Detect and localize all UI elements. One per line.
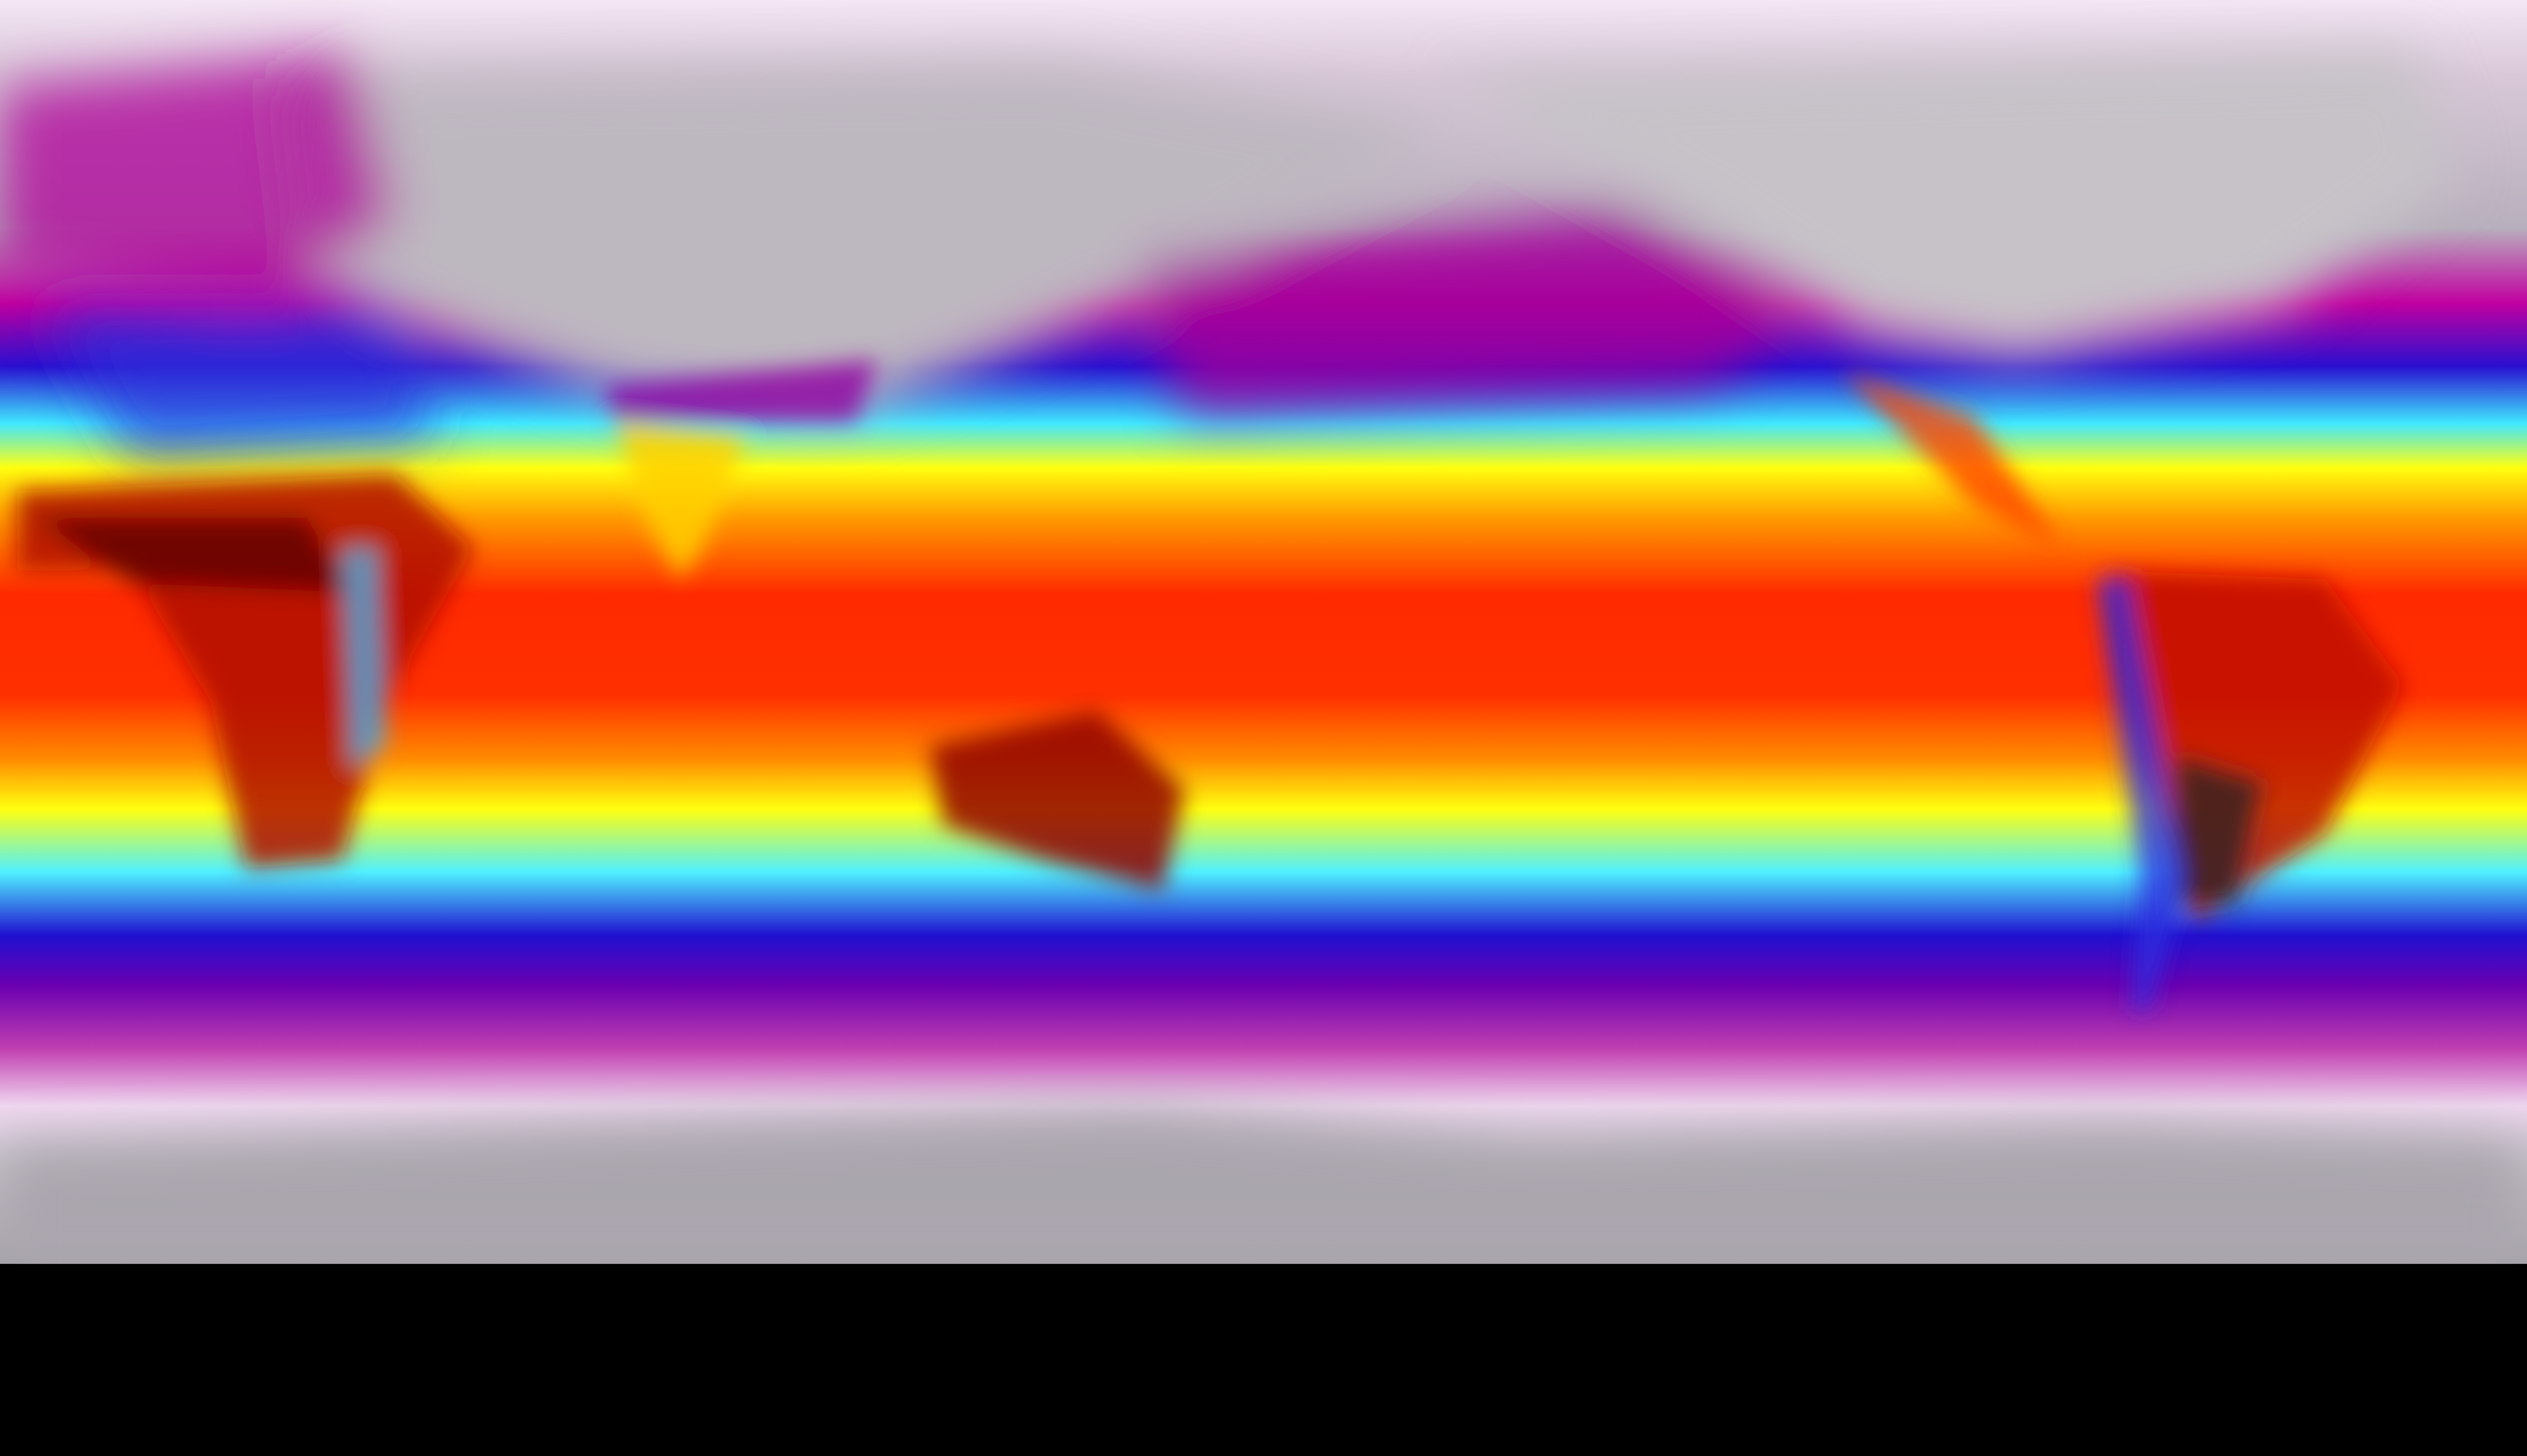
- north-america-cold-region: [1447, 53, 2457, 360]
- south-america-dark: [2176, 755, 2264, 904]
- northern-landmasses: [0, 53, 2457, 461]
- north-atlantic-magenta: [0, 53, 395, 307]
- antarctic-ice: [0, 1105, 2527, 1264]
- global-temperature-map: [0, 0, 2527, 1264]
- tibet-cold: [605, 359, 878, 421]
- africa-sahara-dark: [35, 518, 351, 592]
- tropical-landmasses: [17, 359, 2404, 1009]
- australia-hot: [930, 711, 1185, 891]
- europe-blue: [43, 307, 439, 461]
- central-america: [1842, 372, 2062, 549]
- east-africa-highlands: [342, 548, 386, 768]
- eurasia-cold-region: [285, 66, 1448, 421]
- andes-cold: [2097, 579, 2185, 1009]
- india: [614, 421, 746, 579]
- antarctica: [0, 1105, 2527, 1264]
- north-pacific-magenta: [1140, 206, 1799, 417]
